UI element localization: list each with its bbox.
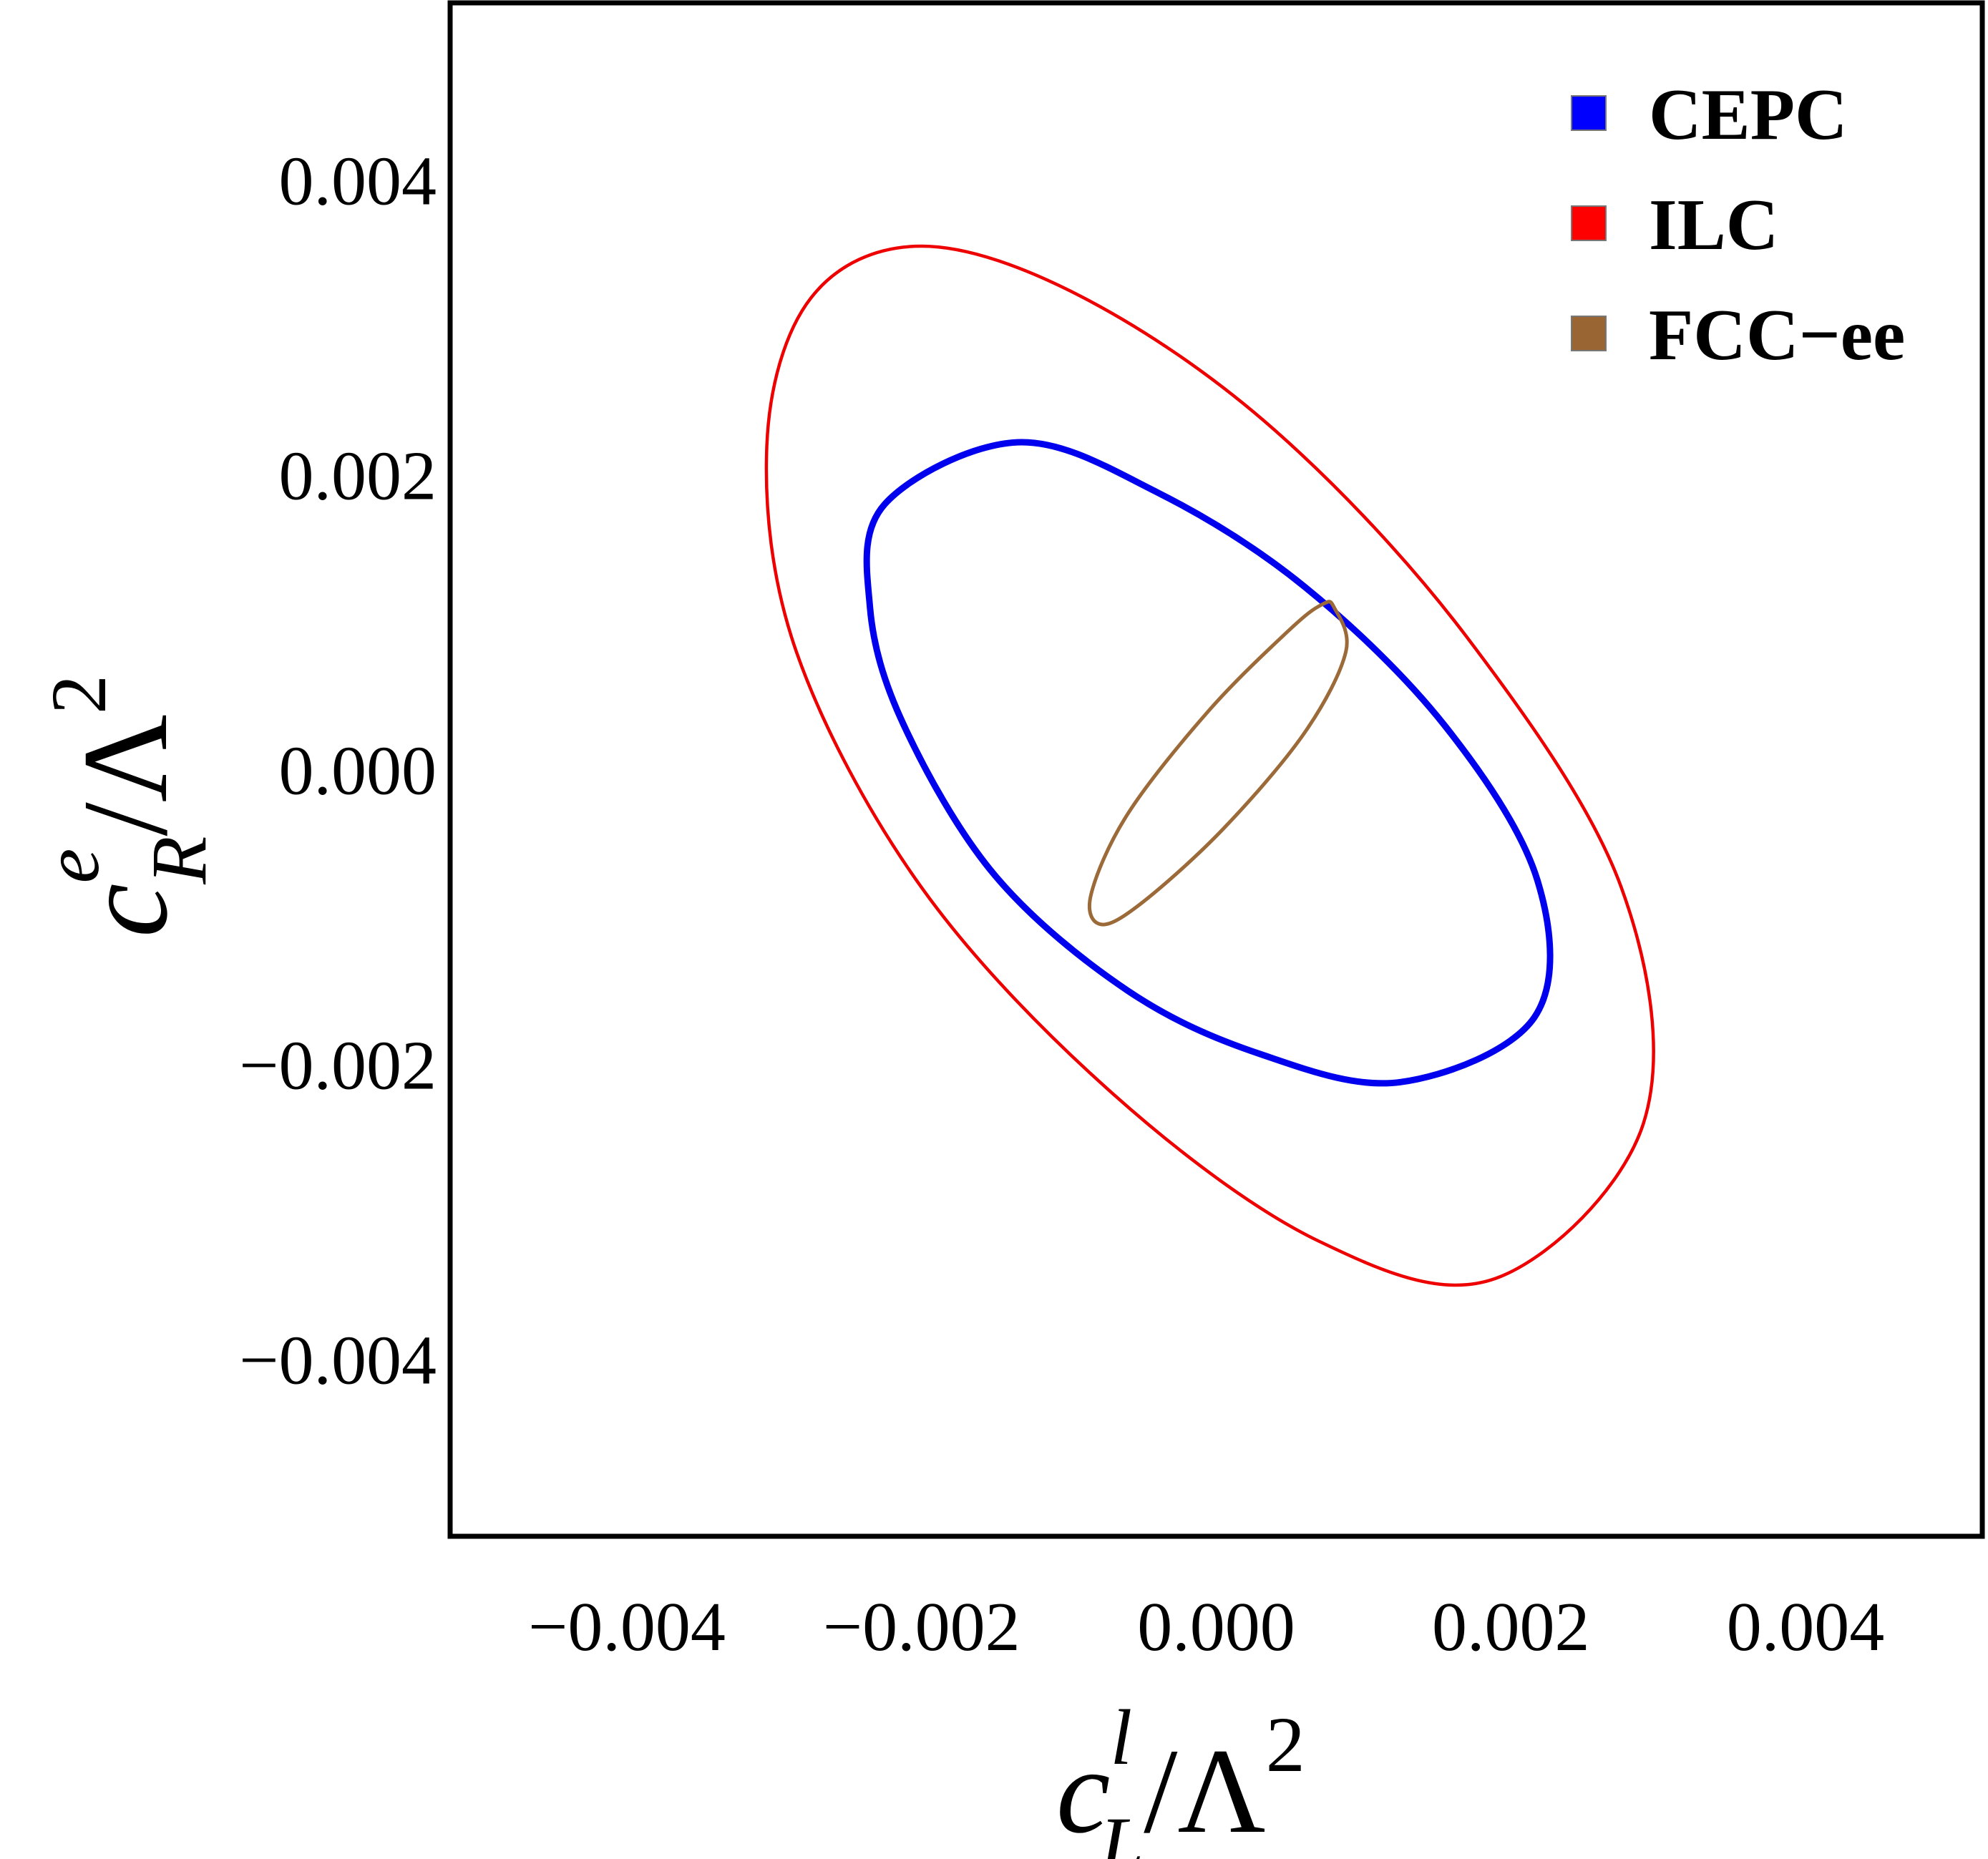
legend-swatch-cepc xyxy=(1571,95,1607,131)
y-axis-label-sup: e xyxy=(28,849,115,884)
x-tick-label: 0.004 xyxy=(1727,1589,1885,1666)
x-axis-label-sub: L xyxy=(1098,1801,1144,1859)
plot-area xyxy=(447,0,1985,1539)
y-axis-label-rest: /Λ xyxy=(58,714,193,836)
y-axis-label-pow: 2 xyxy=(35,675,122,714)
legend-label-ilc: ILC xyxy=(1649,185,1778,265)
x-axis-ticks: −0.004 −0.002 0.000 0.002 0.004 xyxy=(528,1589,1884,1666)
plot-frame xyxy=(447,0,1985,1539)
x-tick-label: 0.002 xyxy=(1432,1589,1590,1666)
y-tick-label: 0.004 xyxy=(279,142,437,220)
y-tick-label: 0.002 xyxy=(279,437,437,514)
legend-label-cepc: CEPC xyxy=(1649,74,1848,155)
x-axis-label-rest: /Λ xyxy=(1144,1724,1266,1858)
legend-label-fcc-ee: FCC−ee xyxy=(1649,295,1905,376)
x-axis-label-base: c xyxy=(1056,1724,1110,1858)
legend: CEPC ILC FCC−ee xyxy=(1571,74,1905,376)
y-tick-label: −0.002 xyxy=(239,1028,437,1105)
x-tick-label: −0.004 xyxy=(528,1589,726,1666)
y-axis-label-sub: R xyxy=(135,836,223,885)
y-axis-label-base: c xyxy=(58,884,193,937)
y-tick-label: −0.004 xyxy=(239,1322,437,1400)
contour-fcc-ee xyxy=(1087,600,1349,927)
contour-curves xyxy=(764,244,1655,1287)
x-tick-label: 0.000 xyxy=(1137,1589,1295,1666)
y-axis-label: ce R/Λ2 xyxy=(28,675,223,937)
contour-cepc xyxy=(863,439,1554,1087)
x-axis-label-sup: l xyxy=(1110,1694,1132,1781)
x-axis-label-pow: 2 xyxy=(1266,1701,1305,1788)
legend-swatch-fcc-ee xyxy=(1571,316,1607,351)
x-axis-label: cl L/Λ2 xyxy=(1056,1694,1305,1859)
legend-swatch-ilc xyxy=(1571,205,1607,241)
contour-ilc xyxy=(764,244,1655,1287)
y-axis-ticks: 0.004 0.002 0.000 −0.002 −0.004 xyxy=(239,142,437,1399)
x-tick-label: −0.002 xyxy=(823,1589,1020,1666)
y-tick-label: 0.000 xyxy=(279,733,437,810)
